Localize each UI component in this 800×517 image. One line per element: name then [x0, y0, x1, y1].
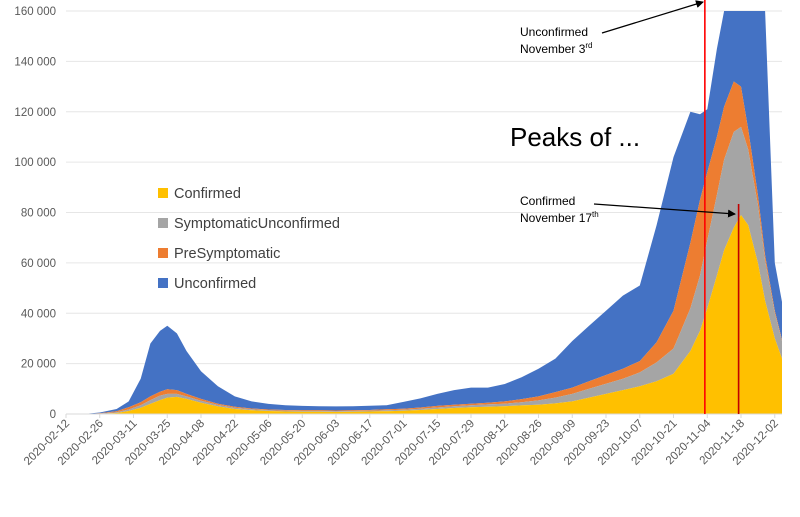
annotation-confirmed: Confirmed November 17th: [520, 194, 736, 225]
y-tick-label: 20 000: [21, 359, 56, 371]
y-tick-label: 80 000: [21, 208, 56, 220]
annotation-unconfirmed-line2: November 3rd: [520, 41, 593, 56]
y-tick-label: 60 000: [21, 258, 56, 270]
y-tick-label: 140 000: [14, 56, 56, 68]
legend-swatch-presymptomatic: [158, 248, 168, 258]
headline-text: Peaks of ...: [510, 122, 640, 152]
annotation-unconfirmed-line1: Unconfirmed: [520, 25, 588, 39]
annotation-arrow-unconfirmed: [601, 0, 704, 34]
legend-swatch-unconfirmed: [158, 278, 168, 288]
annotation-confirmed-line1: Confirmed: [520, 194, 575, 208]
annotation-confirmed-line2: November 17th: [520, 210, 599, 225]
x-axis-ticks: 2020-02-122020-02-262020-03-112020-03-25…: [22, 414, 781, 468]
peak-marker-lines: [704, 0, 740, 414]
annotation-arrow-confirmed: [593, 203, 736, 218]
legend: Confirmed SymptomaticUnconfirmed PreSymp…: [158, 186, 340, 292]
annotation-unconfirmed: Unconfirmed November 3rd: [520, 0, 704, 56]
y-tick-label: 100 000: [14, 157, 56, 169]
y-tick-label: 40 000: [21, 308, 56, 320]
y-tick-label: 160 000: [14, 6, 56, 18]
legend-label-unconfirmed: Unconfirmed: [174, 276, 256, 292]
y-tick-label: 0: [50, 409, 56, 421]
stacked-areas: [66, 11, 782, 415]
area-confirmed: [66, 215, 782, 414]
legend-label-presymptomatic: PreSymptomatic: [174, 246, 280, 262]
y-tick-label: 120 000: [14, 107, 56, 119]
legend-label-symptomatic-unconfirmed: SymptomaticUnconfirmed: [174, 216, 340, 232]
legend-label-confirmed: Confirmed: [174, 186, 241, 202]
legend-swatch-confirmed: [158, 188, 168, 198]
y-axis-ticks: 0 20 000 40 000 60 000 80 000 100 000 120 000 1…: [14, 6, 56, 421]
gridlines: [66, 10, 782, 365]
legend-swatch-symptomatic-unconfirmed: [158, 218, 168, 228]
